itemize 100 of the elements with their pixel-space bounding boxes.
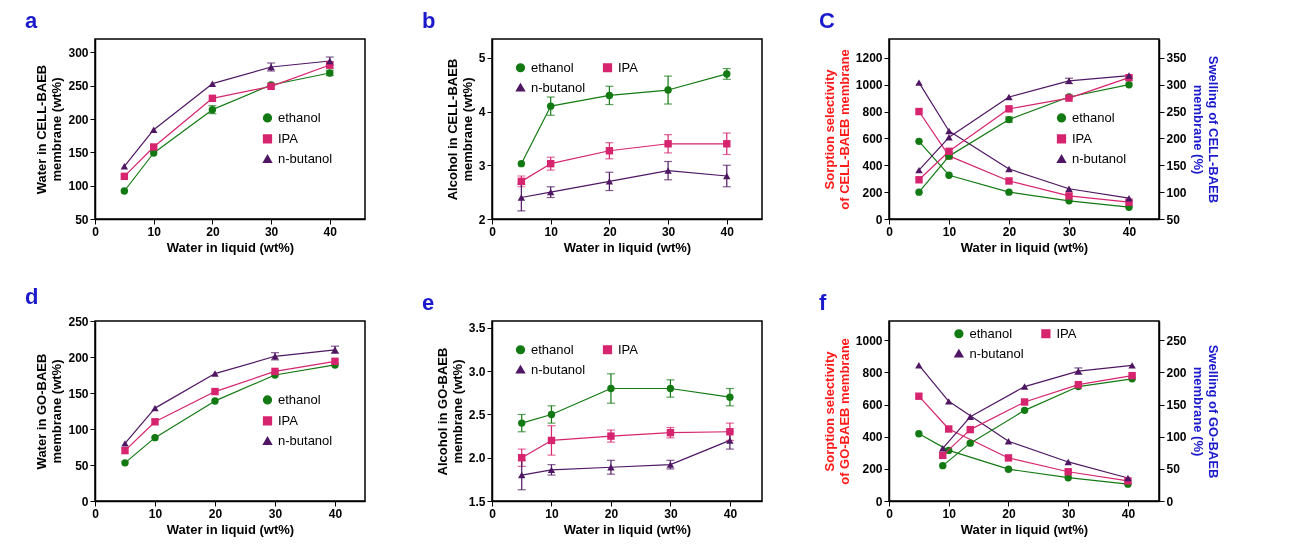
y-tick-label: 0 <box>875 494 883 509</box>
y-tick-label: 150 <box>68 145 89 160</box>
legend-label: n-butanol <box>278 150 333 166</box>
x-tick-label: 10 <box>545 506 559 521</box>
x-tick-label: 10 <box>942 506 957 521</box>
y2-tick-label: 50 <box>1166 212 1181 227</box>
y2-tick-label: 200 <box>1166 131 1187 146</box>
y-tick-label: 0 <box>875 212 883 227</box>
x-tick-label: 30 <box>268 506 283 521</box>
x-tick-label: 40 <box>723 506 738 521</box>
x-tick-label: 10 <box>544 224 559 239</box>
x-tick-label: 20 <box>604 506 619 521</box>
y-axis-title: Water in CELL-BAEB membrane (wt%) <box>34 64 65 195</box>
legend-label: IPA <box>278 130 299 146</box>
y-tick-label: 3 <box>478 158 486 173</box>
legend-label: n-butanol <box>531 79 586 95</box>
x-tick-label: 0 <box>92 224 100 239</box>
y-tick-label: 200 <box>862 185 883 200</box>
y-tick-label: 250 <box>68 79 89 94</box>
legend-label: ethanol <box>278 391 321 407</box>
x-axis-title: Water in liquid (wt%) <box>960 239 1089 255</box>
chart-title: e <box>422 290 435 315</box>
y-tick-label: 50 <box>75 458 89 473</box>
x-tick-label: 40 <box>328 506 343 521</box>
y2-tick-label: 0 <box>1166 494 1174 509</box>
y-tick-label: 800 <box>862 105 883 120</box>
x-tick-label: 20 <box>208 506 223 521</box>
chart-title: a <box>25 8 38 33</box>
y-tick-label: 400 <box>862 158 883 173</box>
legend-label: n-butanol <box>1072 150 1127 166</box>
y-axis-title: Sorption selectivity of CELL-BAEB membrane <box>821 49 852 210</box>
y-tick-label: 250 <box>68 314 89 329</box>
y2-axis-title: Swelling of GO-BAEB membrane (%) <box>1190 344 1221 479</box>
y-tick-label: 1.5 <box>468 494 486 509</box>
x-tick-label: 10 <box>147 224 162 239</box>
x-tick-label: 30 <box>1062 224 1077 239</box>
y-tick-label: 200 <box>68 112 89 127</box>
y-tick-label: 4 <box>478 105 486 120</box>
y-tick-label: 600 <box>862 398 883 413</box>
x-tick-label: 30 <box>661 224 676 239</box>
y-tick-label: 150 <box>68 386 89 401</box>
y-axis-title: Sorption selectivity of GO-BAEB membrane <box>821 338 852 485</box>
legend-label: ethanol <box>278 109 321 125</box>
legend-label: ethanol <box>1072 109 1115 125</box>
y2-tick-label: 300 <box>1166 78 1187 93</box>
y-tick-label: 100 <box>68 422 89 437</box>
y-tick-label: 2.5 <box>468 407 486 422</box>
y2-tick-label: 250 <box>1166 105 1187 120</box>
chart-title: C <box>819 8 835 33</box>
chart-title: d <box>25 284 39 309</box>
x-tick-label: 20 <box>206 224 220 239</box>
x-tick-label: 30 <box>1062 506 1076 521</box>
legend-label: IPA <box>1056 325 1077 341</box>
x-tick-label: 40 <box>1122 224 1137 239</box>
y2-axis-title: Swelling of CELL-BAEB membrane (%) <box>1190 55 1221 204</box>
y-tick-label: 3.5 <box>468 321 486 336</box>
y2-tick-label: 50 <box>1166 462 1181 477</box>
y2-tick-label: 150 <box>1166 158 1187 173</box>
x-tick-label: 0 <box>489 224 497 239</box>
y2-tick-label: 100 <box>1166 185 1187 200</box>
y-axis-title: Alcohol in GO-BAEB membrane (wt%) <box>434 347 465 476</box>
x-axis-title: Water in liquid (wt%) <box>960 521 1089 537</box>
y-tick-label: 200 <box>68 350 89 365</box>
x-tick-label: 0 <box>92 506 100 521</box>
y-tick-label: 0 <box>81 494 89 509</box>
y-tick-label: 2.0 <box>468 451 486 466</box>
legend-label: IPA <box>1072 130 1093 146</box>
x-tick-label: 0 <box>886 224 894 239</box>
y-tick-label: 5 <box>478 51 486 66</box>
y2-tick-label: 350 <box>1166 51 1187 66</box>
x-tick-label: 40 <box>720 224 735 239</box>
y-tick-label: 200 <box>862 462 883 477</box>
chart-title: b <box>422 8 436 33</box>
y-tick-label: 50 <box>75 212 89 227</box>
x-tick-label: 30 <box>664 506 678 521</box>
y-tick-label: 400 <box>862 430 883 445</box>
y2-tick-label: 250 <box>1166 333 1187 348</box>
y-tick-label: 800 <box>862 365 883 380</box>
x-tick-label: 30 <box>264 224 279 239</box>
x-tick-label: 0 <box>886 506 894 521</box>
x-axis-title: Water in liquid (wt%) <box>166 239 295 255</box>
y2-tick-label: 200 <box>1166 365 1187 380</box>
y2-tick-label: 150 <box>1166 398 1187 413</box>
y-axis-title: Alcohol in CELL-BAEB membrane (wt%) <box>444 58 475 201</box>
x-tick-label: 20 <box>1002 506 1016 521</box>
x-tick-label: 40 <box>1121 506 1136 521</box>
legend-label: n-butanol <box>531 361 586 377</box>
x-tick-label: 20 <box>603 224 617 239</box>
legend-label: n-butanol <box>969 345 1024 361</box>
legend-label: IPA <box>618 59 639 75</box>
chart-title: f <box>819 290 827 315</box>
y-tick-label: 1000 <box>855 333 883 348</box>
x-axis-title: Water in liquid (wt%) <box>563 239 692 255</box>
y-tick-label: 100 <box>68 179 89 194</box>
legend-label: IPA <box>278 412 299 428</box>
y-axis-title: Water in GO-BAEB membrane (wt%) <box>34 353 65 470</box>
y-tick-label: 600 <box>862 131 883 146</box>
x-tick-label: 10 <box>148 506 163 521</box>
x-tick-label: 0 <box>489 506 497 521</box>
x-axis-title: Water in liquid (wt%) <box>563 521 692 537</box>
